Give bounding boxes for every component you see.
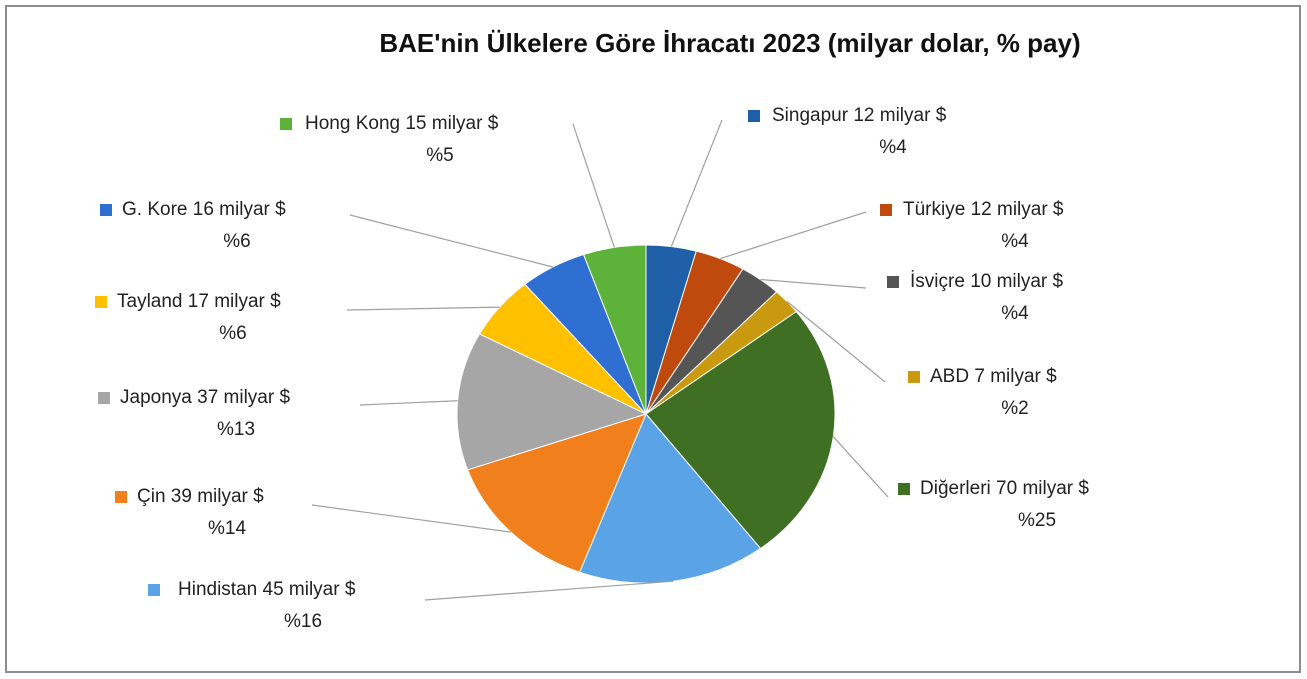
- category-name: Tayland: [117, 291, 183, 312]
- category-name: ABD: [930, 366, 969, 387]
- leader-line: [720, 211, 867, 260]
- legend-swatch: [115, 491, 127, 503]
- value-label: 16 milyar $: [193, 199, 286, 220]
- percent-label: %2: [1001, 398, 1028, 419]
- value-label: 70 milyar $: [996, 478, 1089, 499]
- data-label: Çin 39 milyar $: [137, 486, 264, 507]
- pie-slice: [466, 413, 647, 573]
- legend-swatch: [148, 584, 160, 596]
- data-label: G. Kore 16 milyar $: [122, 199, 286, 220]
- category-name: Hindistan: [178, 579, 257, 600]
- legend-swatch: [748, 110, 760, 122]
- leader-line: [832, 436, 889, 498]
- data-label: Türkiye 12 milyar $: [903, 199, 1064, 220]
- leader-line: [786, 300, 886, 383]
- leader-line: [670, 119, 723, 247]
- leader-line: [311, 504, 511, 533]
- legend-swatch: [95, 296, 107, 308]
- value-label: 12 milyar $: [853, 105, 946, 126]
- percent-label: %4: [879, 137, 907, 158]
- percent-label: %6: [223, 231, 250, 252]
- legend-swatch: [880, 204, 892, 216]
- data-label: Japonya 37 milyar $: [120, 387, 290, 408]
- category-name: Çin: [137, 486, 166, 507]
- value-label: 12 milyar $: [971, 199, 1064, 220]
- percent-label: %25: [1018, 510, 1056, 531]
- leader-line: [424, 580, 674, 601]
- value-label: 37 milyar $: [197, 387, 290, 408]
- data-label: Tayland 17 milyar $: [117, 291, 281, 312]
- value-label: 17 milyar $: [188, 291, 281, 312]
- data-label: Singapur 12 milyar $: [772, 105, 947, 126]
- leader-line: [346, 306, 500, 311]
- category-name: Hong Kong: [305, 113, 400, 134]
- data-label: Diğerleri 70 milyar $: [920, 478, 1089, 499]
- value-label: 7 milyar $: [974, 366, 1057, 387]
- percent-label: %16: [284, 611, 322, 632]
- category-name: Türkiye: [903, 199, 965, 220]
- data-label: Hindistan 45 milyar $: [178, 579, 356, 600]
- value-label: 10 milyar $: [970, 271, 1063, 292]
- legend-swatch: [98, 392, 110, 404]
- data-label: İsviçre 10 milyar $: [910, 271, 1064, 292]
- leader-line: [572, 123, 615, 248]
- category-name: Japonya: [120, 387, 192, 408]
- legend-swatch: [280, 118, 292, 130]
- percent-label: %6: [219, 323, 246, 344]
- percent-label: %14: [208, 518, 246, 539]
- category-name: Singapur: [772, 105, 849, 126]
- legend-swatch: [908, 371, 920, 383]
- value-label: 39 milyar $: [171, 486, 264, 507]
- data-label: ABD 7 milyar $: [930, 366, 1057, 387]
- category-name: Diğerleri: [920, 478, 991, 499]
- percent-label: %4: [1001, 231, 1029, 252]
- category-name: G. Kore: [122, 199, 187, 220]
- legend-swatch: [100, 204, 112, 216]
- value-label: 45 milyar $: [263, 579, 356, 600]
- percent-label: %13: [217, 419, 255, 440]
- legend-swatch: [887, 276, 899, 288]
- value-label: 15 milyar $: [405, 113, 498, 134]
- leader-line: [760, 278, 867, 289]
- leader-line: [349, 214, 553, 268]
- pie-slice: [582, 244, 647, 415]
- category-name: İsviçre: [910, 271, 965, 292]
- data-label: Hong Kong 15 milyar $: [305, 113, 499, 134]
- leader-line: [359, 400, 458, 406]
- percent-label: %5: [426, 145, 453, 166]
- chart-title: BAE'nin Ülkelere Göre İhracatı 2023 (mil…: [379, 28, 1080, 58]
- percent-label: %4: [1001, 303, 1029, 324]
- legend-swatch: [898, 483, 910, 495]
